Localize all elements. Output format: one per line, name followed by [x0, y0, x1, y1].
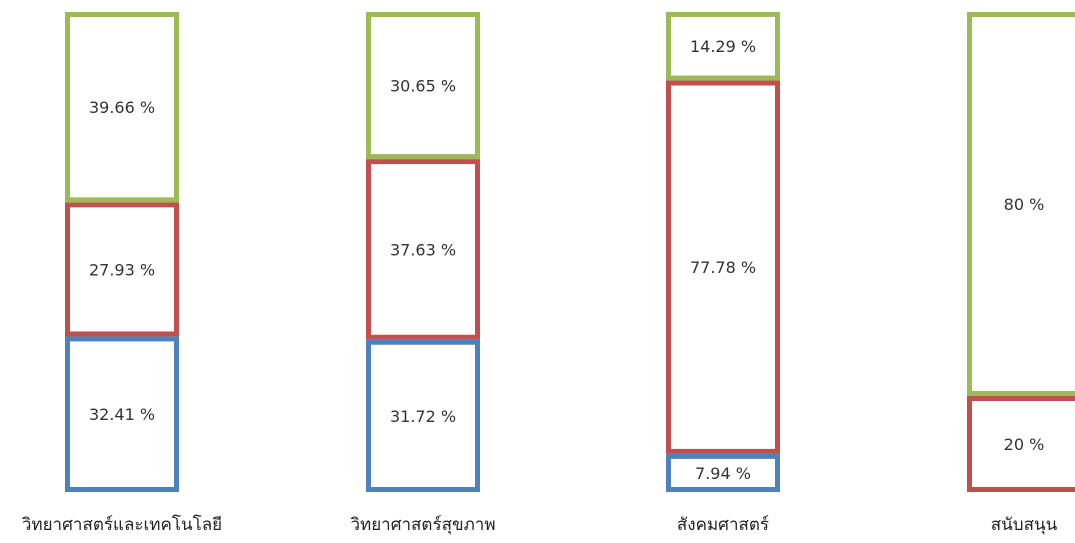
data-label: 39.66 % [89, 98, 155, 117]
data-label: 37.63 % [390, 240, 456, 259]
bar-segment [65, 12, 179, 203]
bar-segment [967, 12, 1075, 396]
bar-segment [65, 202, 179, 337]
bar-segment [967, 396, 1075, 492]
category-label: วิทยาศาสตร์และเทคโนโลยี [21, 514, 222, 535]
data-label: 14.29 % [690, 37, 756, 56]
data-label: 7.94 % [695, 464, 751, 483]
data-label: 80 % [1004, 195, 1045, 214]
category-label: สนับสนุน [991, 515, 1058, 535]
bar-segment [366, 159, 480, 340]
bar-segment [366, 12, 480, 160]
data-label: 77.78 % [690, 258, 756, 277]
data-label: 30.65 % [390, 77, 456, 96]
bar-segment [666, 80, 780, 454]
bar-segment [666, 453, 780, 492]
bar-segment [65, 336, 179, 492]
bar-segment [666, 11, 780, 81]
bar-segment [366, 339, 480, 492]
data-label: 27.93 % [89, 260, 155, 279]
data-label: 31.72 % [390, 407, 456, 426]
data-label: 32.41 % [89, 405, 155, 424]
category-label: วิทยาศาสตร์สุขภาพ [350, 515, 496, 535]
category-label: สังคมศาสตร์ [677, 515, 769, 535]
data-label: 20 % [1004, 435, 1045, 454]
